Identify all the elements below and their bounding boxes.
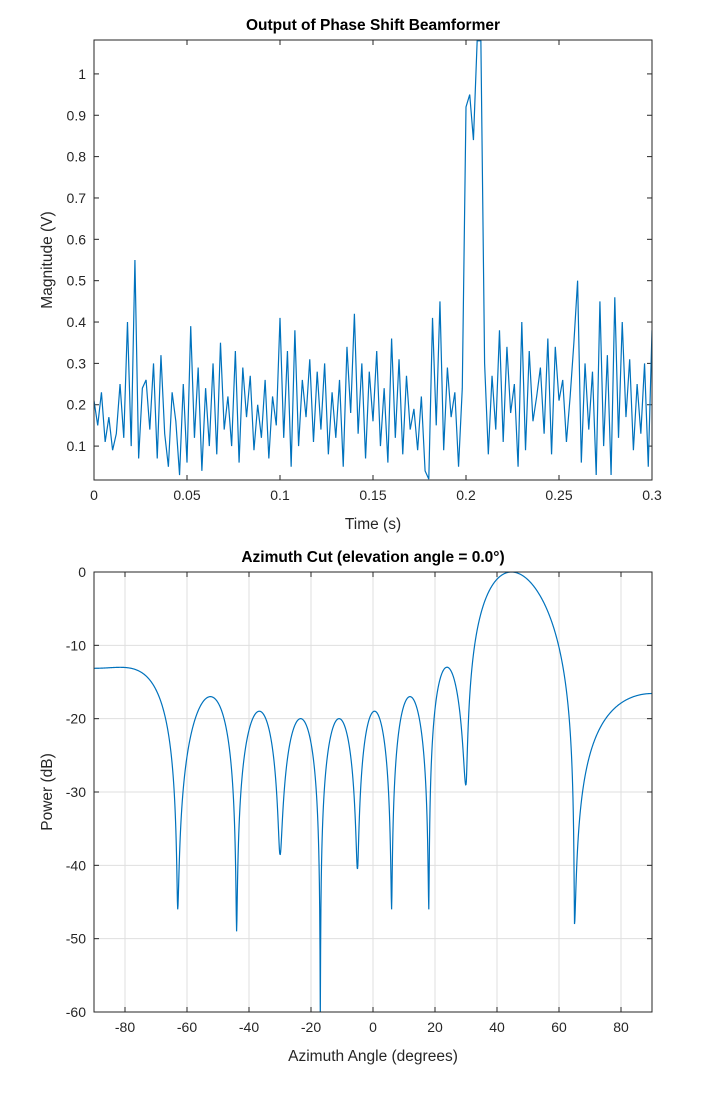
- azimuth-x-tick-label: 80: [613, 1019, 629, 1035]
- beamformer-title: Output of Phase Shift Beamformer: [246, 17, 500, 34]
- beamformer-x-tick-label: 0.15: [359, 487, 386, 503]
- azimuth-x-tick-label: -60: [177, 1019, 197, 1035]
- azimuth-x-tick-label: -20: [301, 1019, 321, 1035]
- beamformer-x-tick-label: 0.1: [270, 487, 290, 503]
- azimuth-y-axis-label: Power (dB): [39, 753, 56, 831]
- azimuth-y-tick-label: -50: [66, 931, 86, 947]
- beamformer-x-tick-label: 0.2: [456, 487, 476, 503]
- azimuth-x-tick-label: -40: [239, 1019, 259, 1035]
- beamformer-y-tick-label: 0.6: [67, 231, 87, 247]
- beamformer-plot-area: [94, 40, 652, 480]
- azimuth-x-tick-label: 40: [489, 1019, 505, 1035]
- beamformer-output-axes: 0 0.05 0.1 0.15 0.2 0.25 0.3 0.1 0.2 0.3 0.4 0.5 0.6…: [39, 17, 662, 533]
- azimuth-y-tick-label: 0: [78, 564, 86, 580]
- beamformer-y-tick-label: 0.8: [67, 149, 87, 165]
- azimuth-x-tick-label: -80: [115, 1019, 135, 1035]
- azimuth-y-tick-label: -10: [66, 637, 86, 653]
- azimuth-y-tick-label: -30: [66, 784, 86, 800]
- azimuth-title: Azimuth Cut (elevation angle = 0.0°): [241, 549, 504, 566]
- beamformer-output-line: [94, 40, 652, 480]
- azimuth-y-tick-label: -20: [66, 711, 86, 727]
- beamformer-axes-box: [93, 39, 653, 481]
- beamformer-y-tick-label: 0.4: [67, 314, 87, 330]
- azimuth-cut-axes: -80 -60 -40 -20 0 20 40 60 80 -60 -50 -40 -30 -20 -10 0…: [39, 549, 653, 1065]
- beamformer-y-tick-label: 0.2: [67, 397, 87, 413]
- azimuth-x-axis-label: Azimuth Angle (degrees): [288, 1048, 458, 1065]
- beamformer-y-tick-label: 0.5: [67, 273, 87, 289]
- beamformer-x-tick-label: 0.05: [173, 487, 200, 503]
- beamformer-y-tick-label: 0.7: [67, 190, 87, 206]
- beamformer-y-axis-label: Magnitude (V): [39, 211, 56, 308]
- azimuth-y-tick-label: -60: [66, 1004, 86, 1020]
- beamformer-x-tick-label: 0: [90, 487, 98, 503]
- azimuth-y-tick-label: -40: [66, 857, 86, 873]
- beamformer-y-tick-label: 0.1: [67, 438, 87, 454]
- beamformer-y-tick-label: 0.3: [67, 355, 87, 371]
- azimuth-x-tick-label: 0: [369, 1019, 377, 1035]
- beamformer-x-tick-label: 0.25: [545, 487, 572, 503]
- beamformer-x-axis-label: Time (s): [345, 516, 401, 533]
- beamformer-x-tick-label: 0.3: [642, 487, 662, 503]
- azimuth-x-tick-label: 60: [551, 1019, 567, 1035]
- azimuth-x-tick-label: 20: [427, 1019, 443, 1035]
- azimuth-axes-box: [93, 571, 653, 1013]
- beamformer-y-tick-label: 0.9: [67, 107, 87, 123]
- beamformer-y-tick-label: 1: [78, 66, 86, 82]
- azimuth-power-line: [94, 572, 652, 1012]
